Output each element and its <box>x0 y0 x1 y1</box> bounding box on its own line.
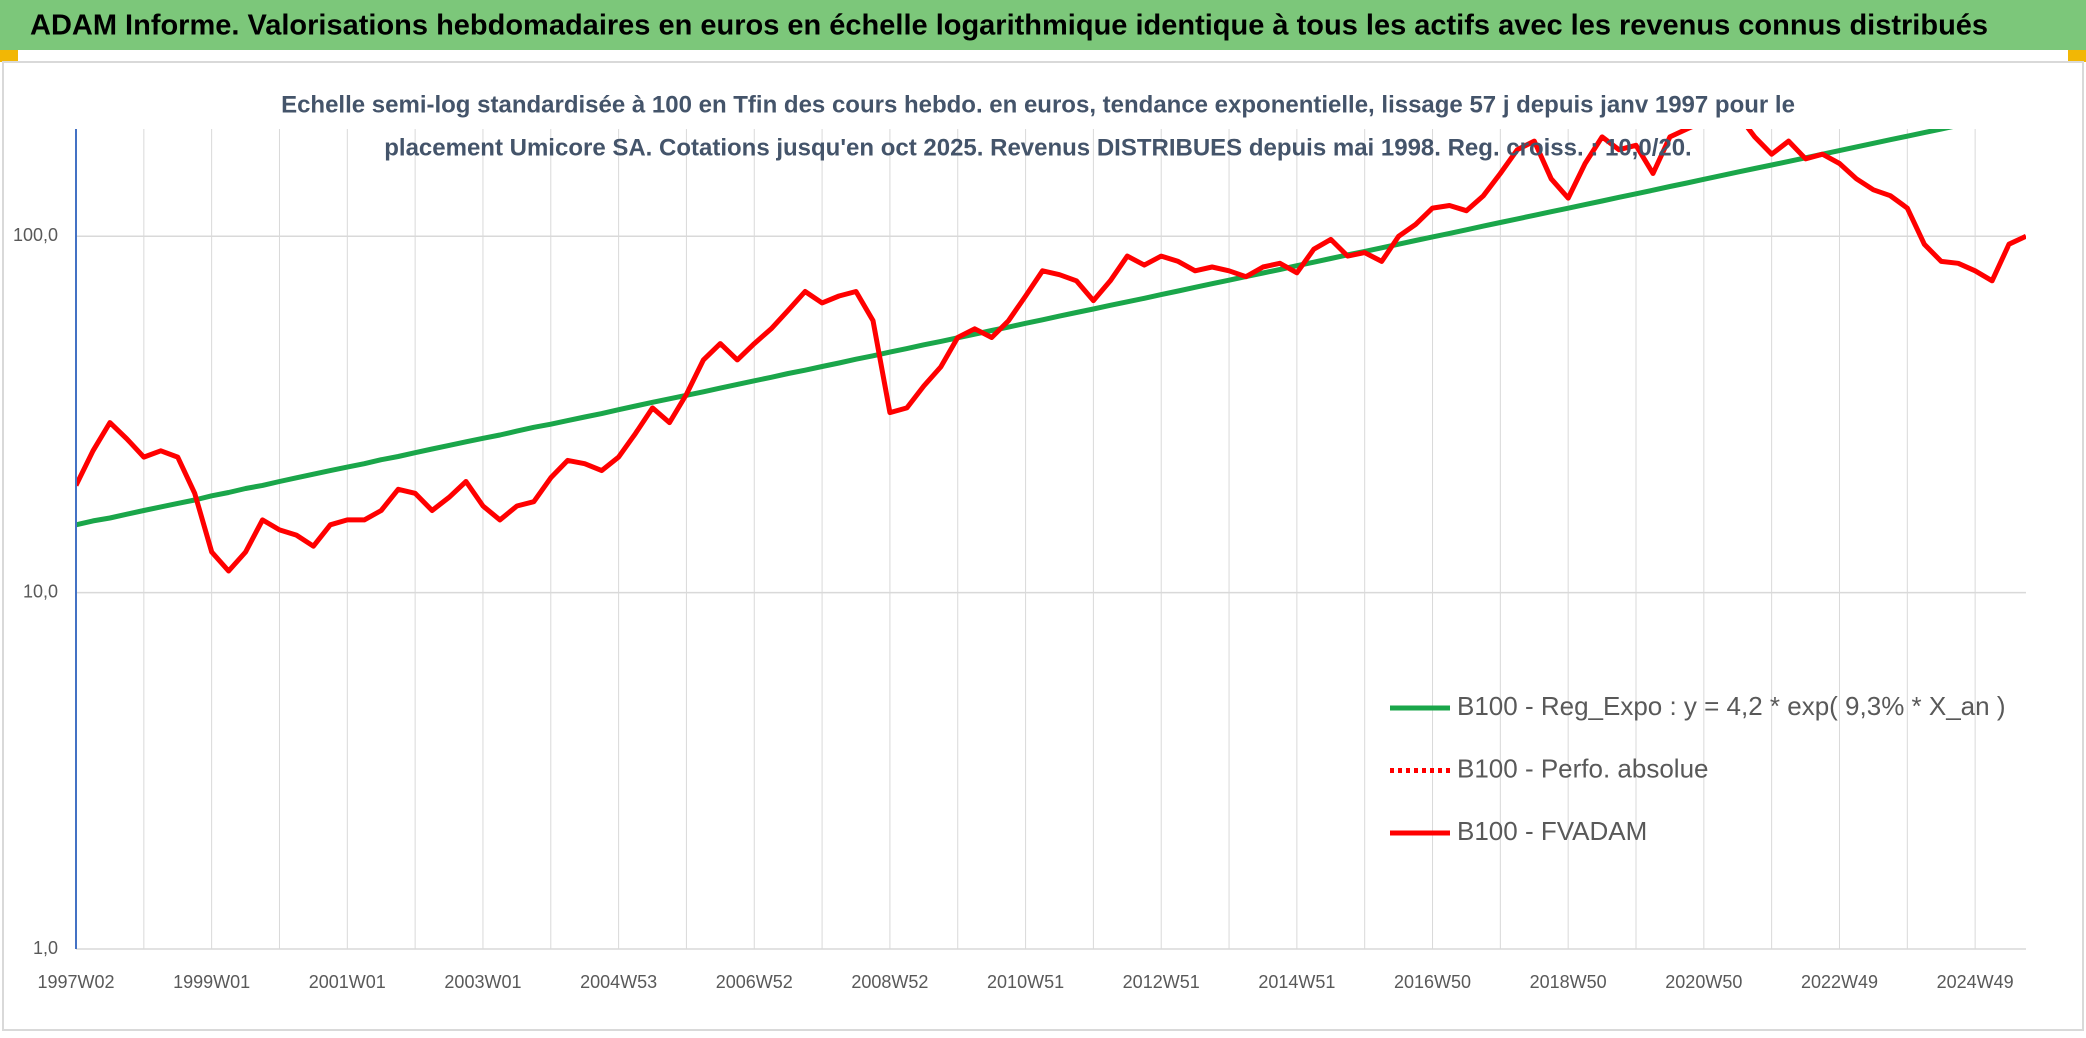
x-tick-label: 2010W51 <box>987 972 1064 992</box>
x-tick-label: 1999W01 <box>173 972 250 992</box>
x-tick-label: 2008W52 <box>851 972 928 992</box>
x-tick-label: 2024W49 <box>1937 972 2014 992</box>
x-tick-label: 1997W02 <box>37 972 114 992</box>
series-line <box>76 129 2026 574</box>
x-tick-label: 2012W51 <box>1123 972 1200 992</box>
x-tick-label: 2003W01 <box>444 972 521 992</box>
series-line <box>76 129 1954 528</box>
legend-label: B100 - FVADAM <box>1457 816 1647 846</box>
x-tick-label: 2014W51 <box>1258 972 1335 992</box>
x-tick-label: 2020W50 <box>1665 972 1742 992</box>
chart-title: placement Umicore SA. Cotations jusqu'en… <box>384 134 1691 161</box>
legend-label: B100 - Reg_Expo : y = 4,2 * exp( 9,3% * … <box>1457 691 2006 721</box>
header-bar <box>0 0 2086 50</box>
x-tick-label: 2006W52 <box>716 972 793 992</box>
chart-title: Echelle semi-log standardisée à 100 en T… <box>281 91 1795 118</box>
x-tick-label: 2001W01 <box>309 972 386 992</box>
chart-frame <box>2 61 2084 1031</box>
x-tick-label: 2004W53 <box>580 972 657 992</box>
y-tick-label: 1,0 <box>33 938 58 958</box>
y-tick-label: 10,0 <box>23 581 58 601</box>
y-tick-label: 100,0 <box>13 225 58 245</box>
corner <box>2068 50 2086 62</box>
page-title: ADAM Informe. Valorisations hebdomadaire… <box>30 10 1988 42</box>
x-tick-label: 2018W50 <box>1530 972 1607 992</box>
x-tick-label: 2022W49 <box>1801 972 1878 992</box>
corner <box>0 50 18 62</box>
legend-label: B100 - Perfo. absolue <box>1457 753 1709 783</box>
x-tick-label: 2016W50 <box>1394 972 1471 992</box>
